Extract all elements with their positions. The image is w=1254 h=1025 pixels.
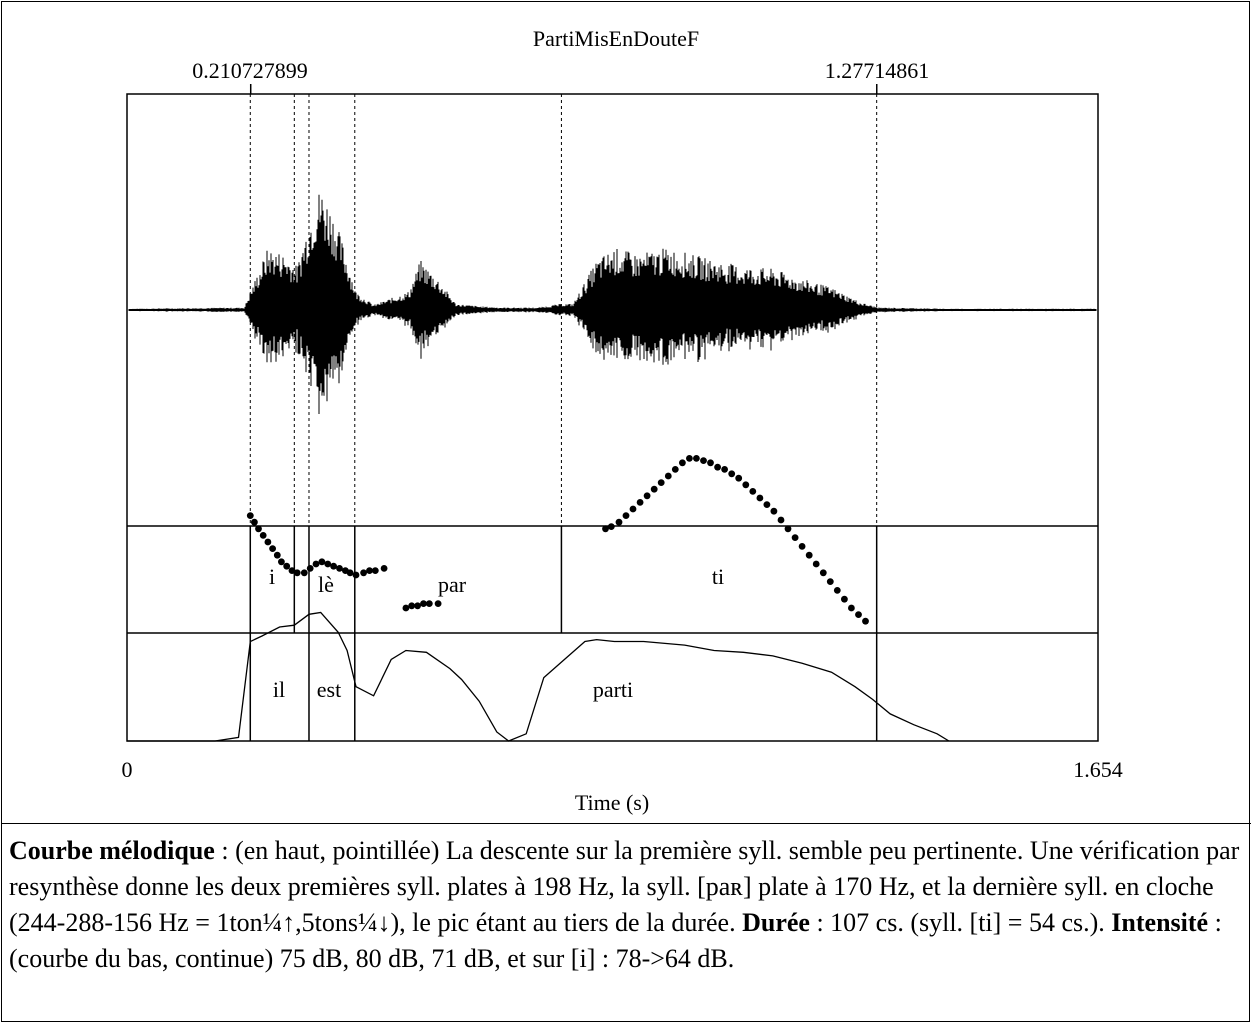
pitch-point xyxy=(833,587,841,594)
pitch-point xyxy=(288,567,296,574)
pitch-point xyxy=(420,600,427,607)
figure-caption-divider xyxy=(1,823,1251,824)
pitch-point xyxy=(763,501,771,508)
syllable-label-ti: ti xyxy=(712,564,724,589)
waveform-trace xyxy=(128,194,1097,414)
word-label-parti: parti xyxy=(593,677,633,702)
pitch-layer xyxy=(246,455,869,625)
syllable-label-i: i xyxy=(269,564,275,589)
pitch-point xyxy=(650,485,658,493)
pitch-point xyxy=(848,604,855,612)
pitch-point xyxy=(643,492,651,500)
caption-term-duree: Durée xyxy=(742,908,810,937)
pitch-point xyxy=(607,523,615,530)
pitch-point xyxy=(707,459,714,467)
caption-text-courbe: : (en haut, pointillée) La descente sur … xyxy=(9,836,1240,937)
pitch-point xyxy=(657,479,665,486)
pitch-point xyxy=(841,595,848,603)
caption-term-courbe: Courbe mélodique xyxy=(9,836,215,865)
waveform-layer xyxy=(128,194,1097,414)
pitch-point xyxy=(425,600,433,607)
pitch-point xyxy=(336,565,343,572)
pitch-point xyxy=(784,525,792,533)
figure-caption: Courbe mélodique : (en haut, pointillée)… xyxy=(9,833,1245,977)
pitch-point xyxy=(636,499,644,506)
pitch-point xyxy=(826,578,834,585)
pitch-point xyxy=(855,611,862,618)
word-label-il: il xyxy=(273,677,285,702)
pitch-point xyxy=(679,459,686,467)
intensity-curve xyxy=(127,611,950,742)
intensity-layer xyxy=(127,611,950,742)
pitch-point xyxy=(318,558,326,566)
pitch-point xyxy=(366,567,373,574)
pitch-point xyxy=(777,516,785,524)
pitch-point xyxy=(251,518,258,526)
pitch-point xyxy=(346,569,354,577)
pitch-point xyxy=(246,512,254,519)
pitch-point xyxy=(259,532,267,539)
x-axis-title: Time (s) xyxy=(575,790,649,815)
pitch-point xyxy=(693,455,700,462)
pitch-point xyxy=(805,551,813,559)
pitch-point xyxy=(664,472,672,480)
pitch-point xyxy=(791,534,799,541)
pitch-point xyxy=(742,481,750,489)
pitch-point xyxy=(629,505,637,513)
pitch-point xyxy=(380,565,388,572)
syllable-label-le: lè xyxy=(318,572,334,597)
pitch-point xyxy=(414,602,421,610)
pitch-point xyxy=(273,551,281,559)
pitch-point xyxy=(264,538,272,546)
caption-text-duree: : 107 cs. (syll. [ti] = 54 cs.). xyxy=(809,908,1112,937)
pitch-point xyxy=(819,569,827,577)
praat-figure: PartiMisEnDouteF 0.210727899 1.27714861 … xyxy=(122,26,1123,815)
pitch-point xyxy=(360,569,367,577)
pitch-point xyxy=(408,602,416,610)
selection-end-label: 1.27714861 xyxy=(825,58,930,83)
pitch-point xyxy=(812,560,820,568)
pitch-point xyxy=(330,562,337,570)
x-axis-min-label: 0 xyxy=(122,757,133,782)
pitch-point xyxy=(770,507,778,515)
pitch-point xyxy=(686,455,693,462)
pitch-point xyxy=(615,518,623,526)
pitch-point xyxy=(312,560,320,568)
pitch-point xyxy=(721,466,728,473)
pitch-point xyxy=(402,604,410,612)
caption-text-intensite: : (courbe du bas, continue) 75 dB, 80 dB… xyxy=(9,908,1222,973)
word-label-est: est xyxy=(317,677,341,702)
pitch-point xyxy=(756,494,764,502)
pitch-point xyxy=(602,525,609,533)
pitch-point xyxy=(749,488,757,495)
pitch-point xyxy=(728,470,736,478)
pitch-point xyxy=(278,558,285,566)
pitch-point xyxy=(255,525,262,533)
selection-start-label: 0.210727899 xyxy=(192,58,308,83)
pitch-point xyxy=(798,543,806,550)
pitch-point xyxy=(293,569,301,577)
pitch-point xyxy=(306,565,314,572)
x-axis-max-label: 1.654 xyxy=(1073,757,1123,782)
pitch-point xyxy=(862,617,869,625)
figure-title: PartiMisEnDouteF xyxy=(533,26,699,51)
pitch-point xyxy=(700,457,707,464)
pitch-point xyxy=(622,512,630,519)
pitch-point xyxy=(371,567,379,574)
pitch-point xyxy=(283,562,291,570)
pitch-point xyxy=(714,463,721,471)
boundary-layer xyxy=(249,84,878,741)
pitch-point xyxy=(671,466,679,473)
pitch-point xyxy=(300,569,308,577)
syllable-label-par: par xyxy=(438,572,467,597)
plot-frame xyxy=(126,93,1099,742)
pitch-point xyxy=(434,600,442,607)
pitch-point xyxy=(324,560,332,568)
pitch-point xyxy=(269,545,276,552)
pitch-point xyxy=(735,474,743,482)
pitch-point xyxy=(352,571,360,579)
caption-term-intensite: Intensité xyxy=(1111,908,1209,937)
